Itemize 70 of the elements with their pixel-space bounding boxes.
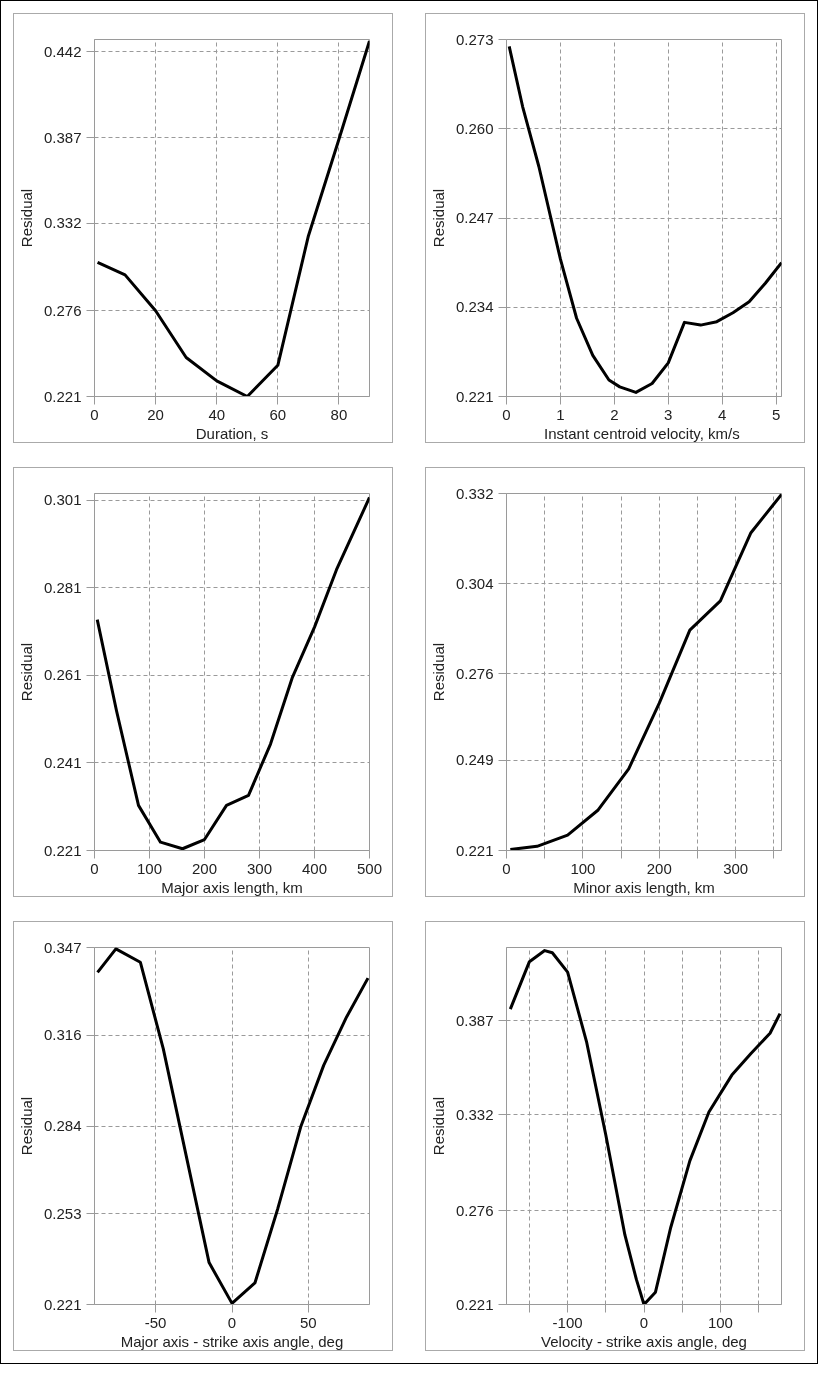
y-tick-label: 0.276 bbox=[43, 301, 82, 319]
y-tick-label: 0.276 bbox=[455, 664, 494, 682]
x-tick-label: 200 bbox=[646, 859, 672, 877]
x-tick-label: 0 bbox=[502, 405, 511, 423]
y-axis-title: Residual bbox=[17, 1096, 35, 1156]
y-axis-title: Residual bbox=[429, 188, 447, 248]
x-tick-label: -50 bbox=[144, 1313, 167, 1331]
x-tick-label: 300 bbox=[723, 859, 749, 877]
y-tick-label: 0.316 bbox=[43, 1026, 82, 1044]
x-tick-label: 80 bbox=[330, 405, 348, 423]
x-tick-label: 400 bbox=[301, 859, 328, 877]
y-tick-label: 0.221 bbox=[43, 841, 82, 859]
y-tick-label: 0.284 bbox=[43, 1117, 82, 1134]
y-tick-label: 0.281 bbox=[43, 578, 82, 596]
y-tick-label: 0.221 bbox=[455, 841, 494, 859]
y-tick-label: 0.273 bbox=[455, 30, 494, 48]
x-tick-label: 300 bbox=[246, 859, 273, 877]
y-axis-title: Residual bbox=[17, 188, 35, 248]
y-tick-label: 0.276 bbox=[455, 1201, 494, 1219]
x-tick-label: 2 bbox=[610, 405, 619, 423]
x-tick-label: 5 bbox=[771, 405, 781, 423]
y-axis-title: Residual bbox=[429, 642, 447, 702]
y-tick-label: 0.260 bbox=[455, 119, 494, 137]
x-tick-label: 40 bbox=[208, 405, 226, 423]
y-tick-label: 0.253 bbox=[43, 1204, 82, 1222]
x-tick-label: 0 bbox=[502, 859, 511, 877]
x-tick-label: 200 bbox=[191, 859, 218, 877]
line-series bbox=[507, 44, 782, 394]
y-tick-label: 0.221 bbox=[455, 1295, 494, 1313]
x-tick-label: 100 bbox=[707, 1313, 733, 1331]
y-tick-label: 0.387 bbox=[455, 1011, 494, 1029]
y-tick-label: 0.241 bbox=[43, 753, 82, 771]
y-axis-title: Residual bbox=[429, 1096, 447, 1156]
x-tick-label: 100 bbox=[570, 859, 596, 877]
x-tick-label: 0 bbox=[639, 1313, 649, 1331]
y-tick-label: 0.221 bbox=[455, 387, 494, 405]
y-tick-label: 0.249 bbox=[455, 751, 494, 769]
x-tick-label: 60 bbox=[269, 405, 287, 423]
x-tick-label: 20 bbox=[147, 405, 164, 423]
y-tick-label: 0.221 bbox=[43, 387, 82, 405]
x-axis-title: Velocity - strike axis angle, deg bbox=[541, 1332, 747, 1350]
x-tick-label: -100 bbox=[552, 1313, 583, 1331]
y-tick-label: 0.442 bbox=[43, 42, 82, 60]
x-tick-label: 4 bbox=[718, 405, 727, 423]
x-axis-title: Instant centroid velocity, km/s bbox=[544, 424, 740, 442]
x-tick-label: 50 bbox=[300, 1313, 317, 1331]
line-series bbox=[96, 39, 370, 397]
x-axis-title: Major axis length, km bbox=[161, 878, 303, 896]
y-tick-label: 0.234 bbox=[455, 298, 494, 316]
y-axis-title: Residual bbox=[17, 642, 35, 702]
y-tick-label: 0.304 bbox=[455, 574, 494, 592]
x-tick-label: 1 bbox=[556, 405, 565, 423]
y-tick-label: 0.301 bbox=[43, 491, 82, 509]
y-tick-label: 0.332 bbox=[43, 214, 82, 232]
x-tick-label: 0 bbox=[90, 405, 99, 423]
x-tick-label: 3 bbox=[664, 405, 673, 423]
y-tick-label: 0.332 bbox=[455, 484, 494, 502]
y-tick-label: 0.221 bbox=[43, 1295, 82, 1313]
x-tick-label: 100 bbox=[136, 859, 163, 877]
x-tick-label: 0 bbox=[227, 1313, 237, 1331]
y-tick-label: 0.247 bbox=[455, 209, 494, 226]
x-axis-title: Duration, s bbox=[195, 424, 269, 442]
x-tick-label: 500 bbox=[356, 859, 383, 877]
y-tick-label: 0.387 bbox=[43, 128, 82, 146]
x-axis-title: Minor axis length, km bbox=[573, 878, 715, 896]
y-tick-label: 0.261 bbox=[43, 666, 82, 684]
x-axis-title: Major axis - strike axis angle, deg bbox=[120, 1332, 344, 1350]
y-tick-label: 0.332 bbox=[455, 1105, 494, 1123]
y-tick-label: 0.347 bbox=[43, 938, 82, 956]
x-tick-label: 0 bbox=[90, 859, 99, 877]
